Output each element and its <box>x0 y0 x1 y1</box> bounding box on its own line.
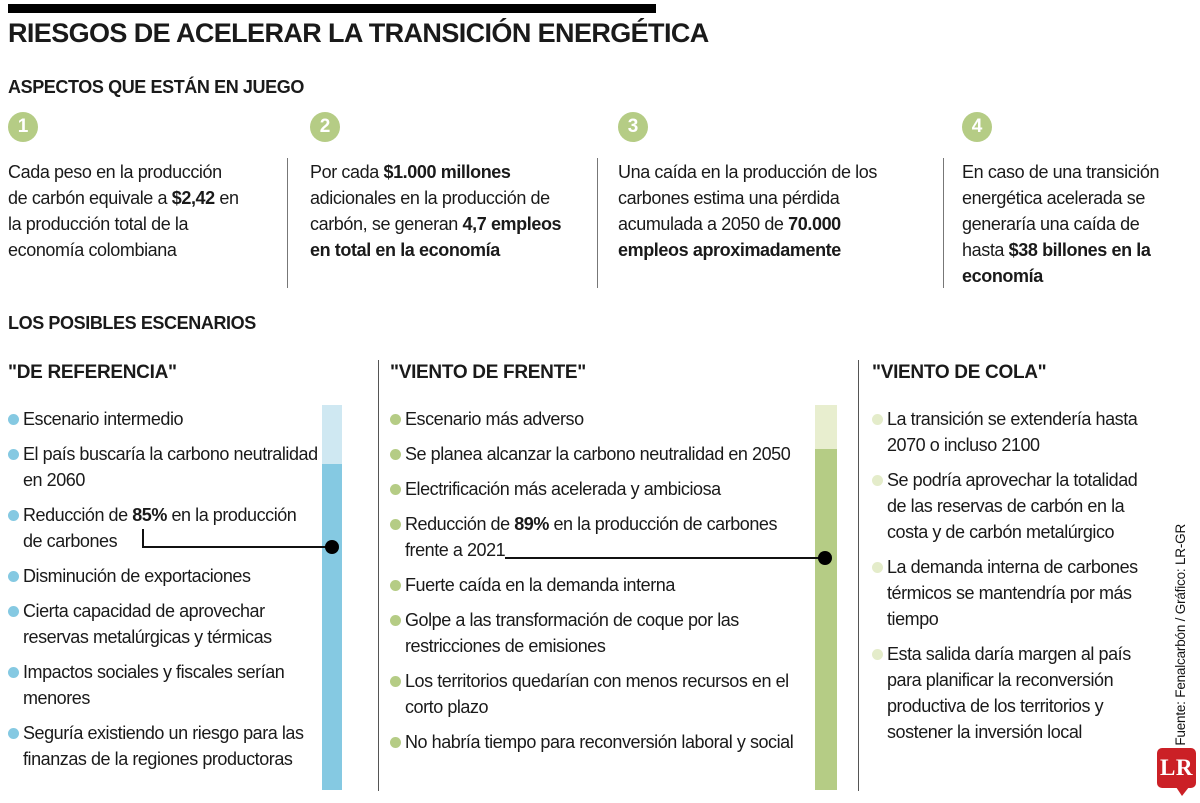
list-item: El país buscaría la carbono neutralidad … <box>8 441 320 493</box>
bullet-icon <box>8 728 19 739</box>
list-item: No habría tiempo para reconversión labor… <box>390 729 810 755</box>
aspect-item-4: 4 En caso de una transición energética a… <box>962 112 1162 289</box>
list-item: Seguría existiendo un riesgo para las fi… <box>8 720 320 772</box>
source-credit: Fuente: Fenalcarbón / Gráfico: LR-GR <box>1173 524 1188 746</box>
aspect-item-2: 2 Por cada $1.000 millones adicionales e… <box>310 112 564 263</box>
bullet-icon <box>8 449 19 460</box>
callout-dot-frente <box>818 551 832 565</box>
aspects-divider-3 <box>943 158 944 288</box>
list-item: Disminución de exportaciones <box>8 563 320 589</box>
bullet-icon <box>390 449 401 460</box>
callout-connector-referencia-horizontal <box>142 546 332 548</box>
bullet-icon <box>390 484 401 495</box>
list-item: Cierta capacidad de aprovechar reservas … <box>8 598 320 650</box>
aspect-text-2: Por cada $1.000 millones adicionales en … <box>310 162 562 260</box>
aspect-text-4: En caso de una transición energética ace… <box>962 162 1160 286</box>
list-item: La demanda interna de carbones térmicos … <box>872 554 1154 632</box>
list-item: Esta salida daría margen al país para pl… <box>872 641 1154 745</box>
bullet-icon <box>8 667 19 678</box>
bullet-icon <box>872 649 883 660</box>
list-item: Fuerte caída en la demanda interna <box>390 572 810 598</box>
scenario-list-viento-de-frente: Escenario más adverso Se planea alcanzar… <box>390 406 810 755</box>
bullet-icon <box>390 615 401 626</box>
scenario-column-viento-de-cola: "VIENTO DE COLA" La transición se extend… <box>872 362 1154 745</box>
list-item: Reducción de 85% en la producción de car… <box>8 502 320 554</box>
scenario-divider-2 <box>858 360 859 791</box>
top-accent-bar <box>8 4 656 13</box>
aspect-number-badge-1: 1 <box>8 112 38 142</box>
list-item: Escenario intermedio <box>8 406 320 432</box>
callout-dot-referencia <box>325 540 339 554</box>
section-title-scenarios: LOS POSIBLES ESCENARIOS <box>8 313 256 333</box>
lr-logo-tail <box>1176 787 1189 796</box>
scenario-list-viento-de-cola: La transición se extendería hasta 2070 o… <box>872 406 1154 745</box>
callout-connector-referencia-vertical <box>142 529 144 548</box>
bullet-icon <box>8 571 19 582</box>
bullet-icon <box>390 580 401 591</box>
list-item: Se podría aprovechar la totalidad de las… <box>872 467 1154 545</box>
list-item: Golpe a las transformación de coque por … <box>390 607 810 659</box>
aspect-item-3: 3 Una caída en la producción de los carb… <box>618 112 880 263</box>
list-item: Se planea alcanzar la carbono neutralida… <box>390 441 810 467</box>
bullet-icon <box>8 606 19 617</box>
scenario-list-referencia: Escenario intermedio El país buscaría la… <box>8 406 320 772</box>
list-item: Reducción de 89% en la producción de car… <box>390 511 810 563</box>
list-item: Escenario más adverso <box>390 406 810 432</box>
aspects-divider-1 <box>287 158 288 288</box>
scenario-title-viento-de-cola: "VIENTO DE COLA" <box>872 362 1047 383</box>
scenario-column-referencia: "DE REFERENCIA" Escenario intermedio El … <box>8 362 320 772</box>
headwind-scenario-bar-top-segment <box>815 405 837 449</box>
bullet-icon <box>872 475 883 486</box>
callout-connector-frente-horizontal <box>505 557 825 559</box>
scenario-title-viento-de-frente: "VIENTO DE FRENTE" <box>390 362 586 383</box>
bullet-icon <box>8 510 19 521</box>
aspects-divider-2 <box>597 158 598 288</box>
bullet-icon <box>872 562 883 573</box>
aspect-item-1: 1 Cada peso en la producción de carbón e… <box>8 112 245 263</box>
list-item: Los territorios quedarían con menos recu… <box>390 668 810 720</box>
reference-scenario-bar <box>322 405 342 790</box>
list-item: La transición se extendería hasta 2070 o… <box>872 406 1154 458</box>
bullet-icon <box>390 519 401 530</box>
headwind-scenario-bar <box>815 405 837 790</box>
aspect-text-3: Una caída en la producción de los carbon… <box>618 162 877 260</box>
aspect-text-1: Cada peso en la producción de carbón equ… <box>8 162 239 260</box>
lr-logo: LR <box>1157 748 1196 796</box>
page-title: RIESGOS DE ACELERAR LA TRANSICIÓN ENERGÉ… <box>8 18 709 48</box>
aspect-number-badge-2: 2 <box>310 112 340 142</box>
bullet-icon <box>390 737 401 748</box>
bullet-icon <box>872 414 883 425</box>
aspect-number-badge-4: 4 <box>962 112 992 142</box>
lr-logo-text: LR <box>1160 755 1193 780</box>
reference-scenario-bar-top-segment <box>322 405 342 464</box>
aspect-number-badge-3: 3 <box>618 112 648 142</box>
scenario-column-viento-de-frente: "VIENTO DE FRENTE" Escenario más adverso… <box>390 362 810 755</box>
section-title-aspects: ASPECTOS QUE ESTÁN EN JUEGO <box>8 77 304 97</box>
scenario-title-referencia: "DE REFERENCIA" <box>8 362 177 383</box>
bullet-icon <box>8 414 19 425</box>
list-item: Impactos sociales y fiscales serían meno… <box>8 659 320 711</box>
scenario-divider-1 <box>378 360 379 791</box>
bullet-icon <box>390 414 401 425</box>
list-item: Electrificación más acelerada y ambicios… <box>390 476 810 502</box>
bullet-icon <box>390 676 401 687</box>
